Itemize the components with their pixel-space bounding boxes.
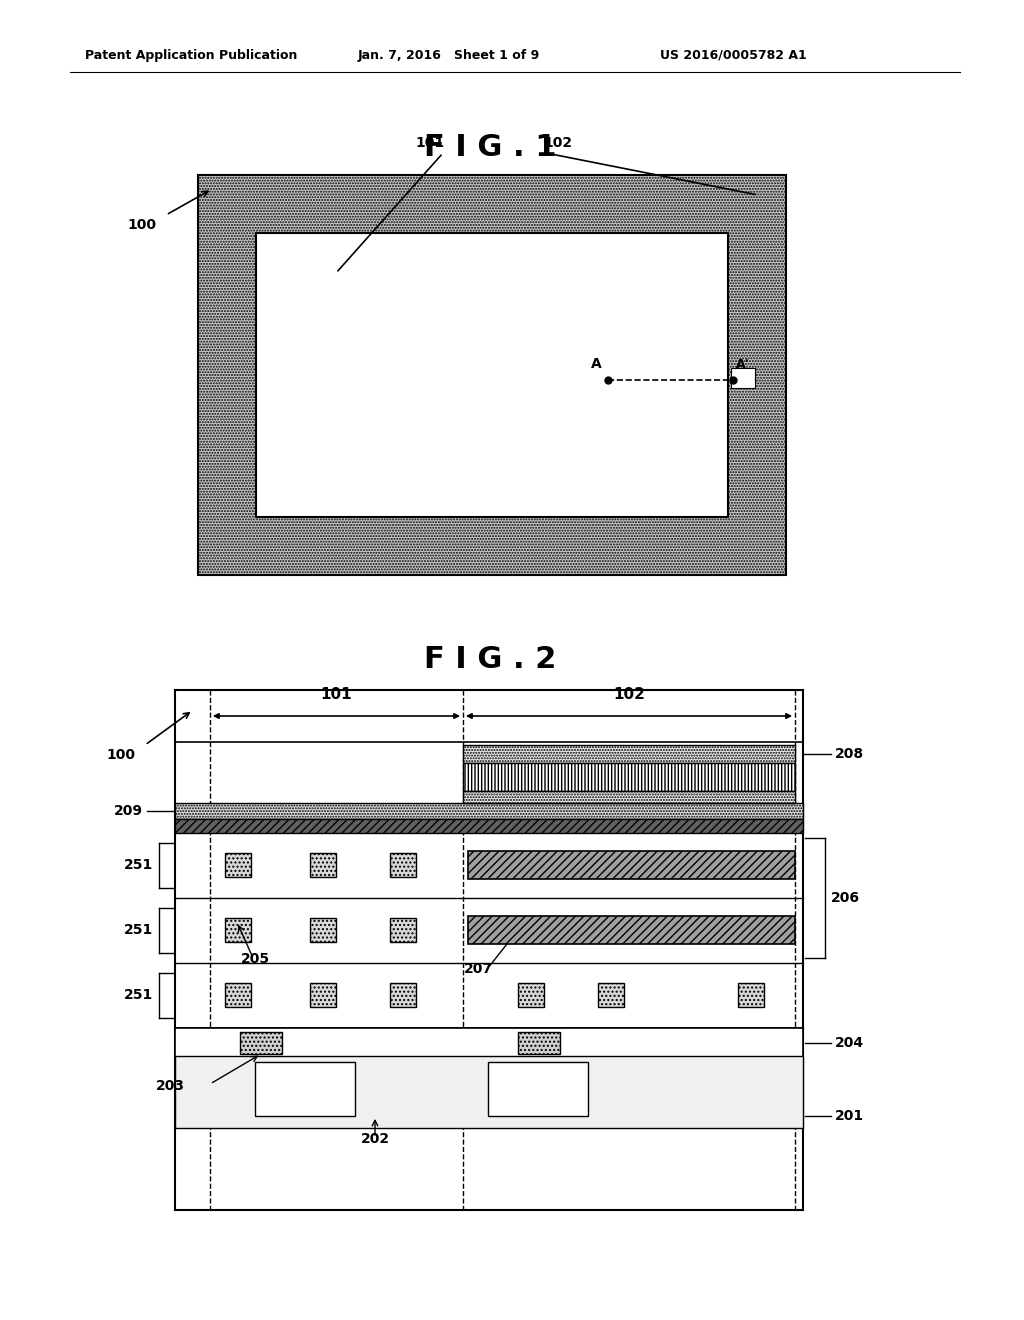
Text: A': A' — [736, 358, 750, 371]
Bar — [198, 176, 786, 576]
Bar — [310, 983, 336, 1007]
Bar — [518, 853, 544, 876]
Text: 207: 207 — [464, 962, 493, 975]
Bar — [240, 1032, 282, 1053]
Text: 201: 201 — [835, 1109, 864, 1123]
Text: Patent Application Publication: Patent Application Publication — [85, 49, 297, 62]
Text: F I G . 2: F I G . 2 — [424, 645, 556, 675]
Bar — [598, 917, 624, 942]
Text: 204: 204 — [835, 1036, 864, 1049]
Bar — [175, 803, 803, 818]
Bar — [518, 983, 544, 1007]
Bar — [738, 853, 764, 876]
Bar — [175, 1056, 803, 1129]
Text: 102: 102 — [613, 686, 645, 702]
Bar — [488, 1063, 588, 1115]
Text: 100: 100 — [127, 218, 156, 232]
Text: 205: 205 — [241, 952, 269, 966]
Bar — [390, 917, 416, 942]
Bar — [225, 853, 251, 876]
Text: 251: 251 — [124, 858, 153, 873]
Text: US 2016/0005782 A1: US 2016/0005782 A1 — [660, 49, 807, 62]
Text: 102: 102 — [544, 136, 572, 150]
Bar — [310, 917, 336, 942]
Text: A: A — [591, 356, 601, 371]
Bar — [390, 853, 416, 876]
Bar — [175, 690, 803, 1210]
Bar — [598, 983, 624, 1007]
Bar — [738, 983, 764, 1007]
Text: 100: 100 — [106, 748, 135, 762]
Bar — [225, 983, 251, 1007]
Text: 101: 101 — [321, 686, 352, 702]
Bar — [463, 791, 795, 803]
Text: 206: 206 — [831, 891, 860, 906]
Text: 208: 208 — [835, 747, 864, 762]
Bar — [738, 917, 764, 942]
Bar — [175, 1028, 803, 1129]
Text: 202: 202 — [360, 1133, 389, 1146]
Text: 251: 251 — [124, 987, 153, 1002]
Bar — [468, 916, 795, 944]
Text: Jan. 7, 2016   Sheet 1 of 9: Jan. 7, 2016 Sheet 1 of 9 — [358, 49, 541, 62]
Bar — [255, 1063, 355, 1115]
Bar — [518, 917, 544, 942]
Bar — [225, 917, 251, 942]
Bar — [256, 234, 728, 517]
Bar — [518, 1032, 560, 1053]
Text: F I G . 1: F I G . 1 — [424, 133, 556, 162]
Bar — [598, 853, 624, 876]
Bar — [310, 853, 336, 876]
Bar — [390, 983, 416, 1007]
Bar — [468, 851, 795, 879]
Text: 251: 251 — [124, 923, 153, 937]
Text: 101: 101 — [416, 136, 444, 150]
Bar — [463, 744, 795, 763]
Bar — [731, 368, 755, 388]
Text: 209: 209 — [114, 804, 143, 818]
Bar — [175, 818, 803, 833]
Bar — [463, 763, 795, 791]
Text: 203: 203 — [156, 1078, 185, 1093]
